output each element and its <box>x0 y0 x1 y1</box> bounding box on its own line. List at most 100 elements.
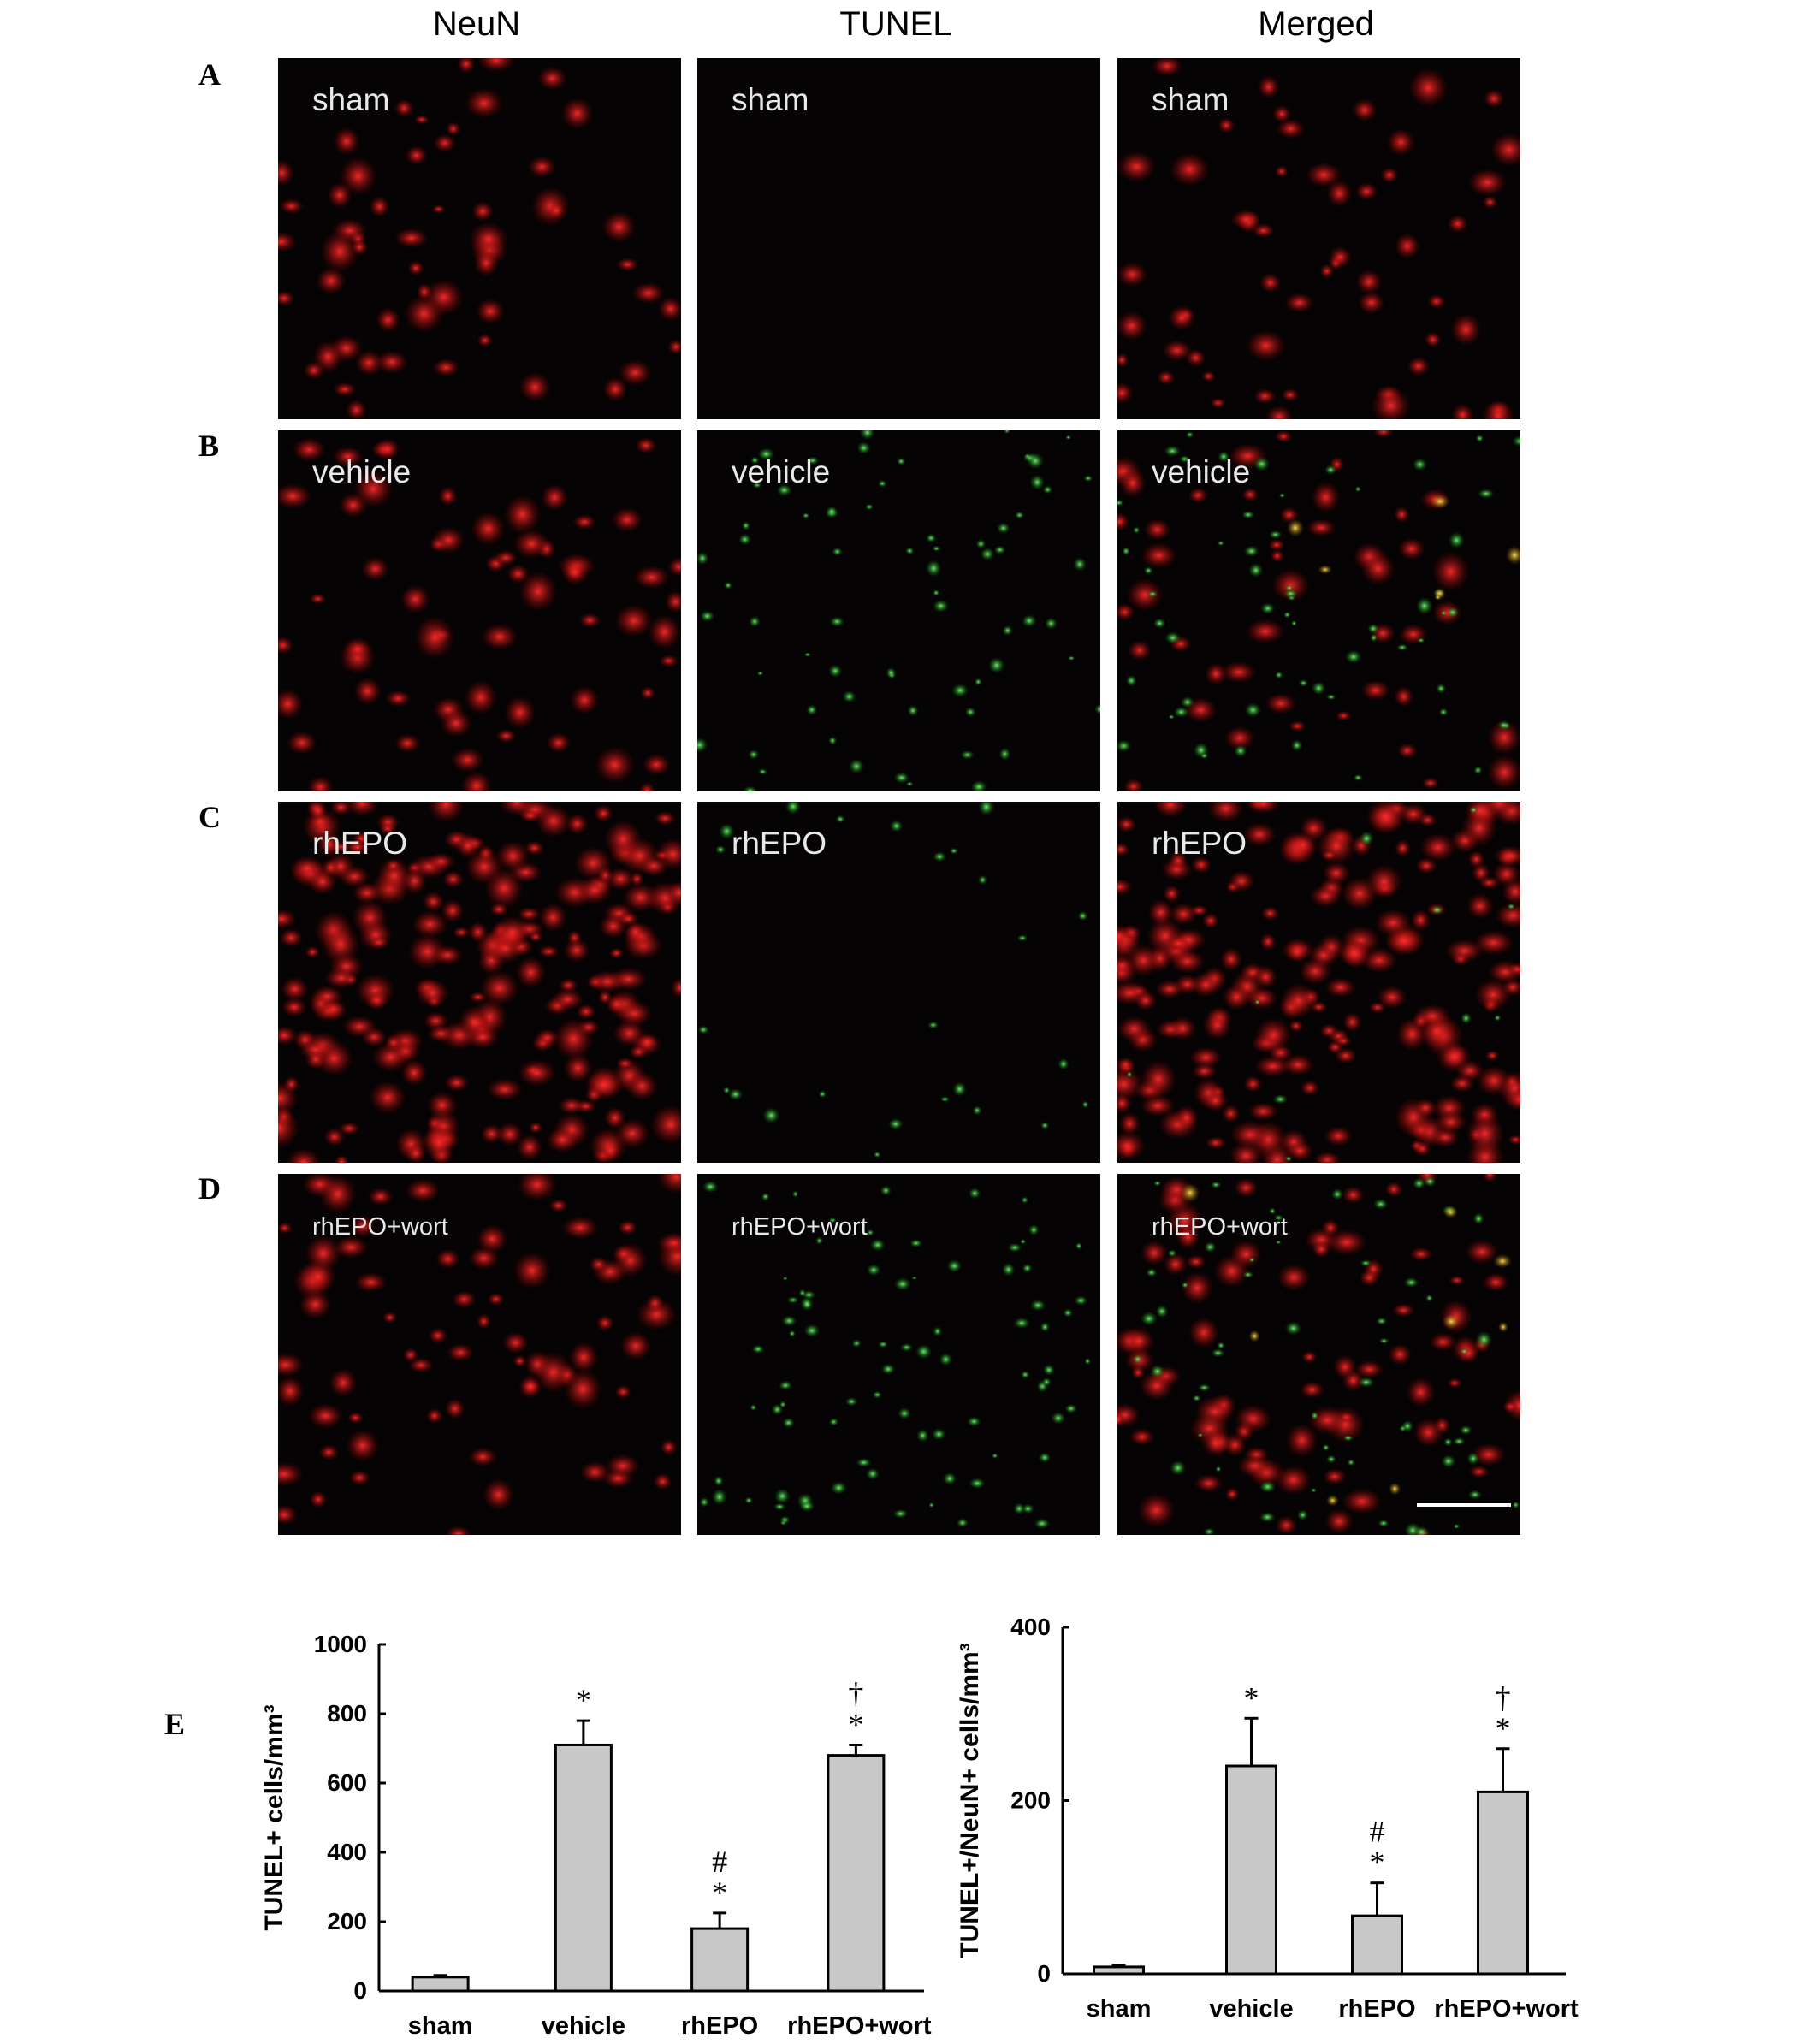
x-tick-label: sham <box>408 2012 473 2040</box>
tunel-cell <box>1117 499 1124 507</box>
neun-cell <box>513 1354 527 1368</box>
neun-cell <box>642 753 671 776</box>
neun-cell <box>278 159 295 187</box>
neun-cell <box>546 732 572 754</box>
panel-label: rhEPO+wort <box>732 1213 868 1241</box>
neun-cell <box>501 1331 530 1354</box>
colocalized-cell <box>1180 1182 1200 1203</box>
neun-cell <box>445 1526 471 1535</box>
neun-cell <box>1204 662 1228 686</box>
neun-cell <box>1265 405 1294 419</box>
tunel-cell <box>697 551 709 566</box>
neun-cell <box>1313 1151 1342 1163</box>
neun-cell <box>614 1118 650 1149</box>
neun-cell <box>1282 1053 1315 1076</box>
tunel-cell <box>1466 1451 1480 1466</box>
tunel-cell <box>1210 1181 1222 1189</box>
tunel-cell <box>799 1296 815 1312</box>
neun-cell <box>537 945 560 958</box>
neun-cell <box>323 1127 346 1147</box>
neun-cell <box>1189 1046 1223 1069</box>
neun-cell <box>1372 430 1394 438</box>
neun-cell <box>1117 353 1129 368</box>
tunel-cell <box>1203 1241 1217 1253</box>
neun-cell <box>454 832 482 859</box>
tunel-cell <box>1126 1070 1133 1078</box>
tunel-cell <box>741 521 750 530</box>
neun-cell <box>537 66 567 91</box>
neun-cell <box>1286 941 1308 963</box>
tunel-cell <box>785 802 802 815</box>
neun-cell <box>615 1057 635 1070</box>
tunel-cell <box>1298 678 1309 687</box>
neun-cell <box>1205 1135 1227 1150</box>
tunel-cell <box>1460 1012 1472 1025</box>
neun-cell <box>1502 878 1520 906</box>
micrograph-tunel-sham: sham <box>697 58 1100 419</box>
neun-cell <box>1279 507 1299 524</box>
neun-cell <box>1415 856 1437 874</box>
neun-cell <box>657 296 681 322</box>
column-header-neun: NeuN <box>432 5 521 43</box>
colocalized-cell <box>1497 1321 1508 1333</box>
tunel-cell <box>915 1428 929 1443</box>
neun-cell <box>338 492 368 518</box>
neun-cell <box>1156 370 1176 386</box>
neun-cell <box>1243 1075 1263 1093</box>
tunel-cell <box>1217 450 1230 463</box>
neun-cell <box>345 399 367 419</box>
neun-cell <box>1185 1254 1206 1270</box>
neun-cell <box>333 382 357 397</box>
neun-cell <box>1285 1423 1318 1458</box>
tunel-cell <box>1075 1241 1083 1250</box>
neun-cell <box>348 1470 370 1486</box>
neun-cell <box>338 1122 360 1135</box>
tunel-cell <box>931 1427 946 1441</box>
neun-cell <box>1384 1181 1403 1198</box>
tunel-cell <box>1064 1403 1078 1413</box>
neun-cell <box>1117 842 1130 857</box>
neun-cell <box>321 858 341 877</box>
tunel-cell <box>932 545 941 552</box>
neun-cell <box>1421 777 1440 790</box>
cell-dots <box>278 802 681 1163</box>
y-tick-label: 400 <box>327 1839 367 1865</box>
tunel-cell <box>1443 1437 1453 1447</box>
neun-cell <box>1377 985 1407 1010</box>
tunel-cell <box>1284 1321 1302 1336</box>
tunel-cell <box>927 1021 939 1029</box>
neun-cell <box>1424 331 1442 348</box>
tunel-cell <box>1469 806 1478 815</box>
tunel-cell <box>714 844 726 855</box>
neun-cell <box>603 819 643 859</box>
tunel-cell <box>1290 620 1297 627</box>
tunel-cell <box>751 1344 765 1354</box>
neun-cell <box>1419 832 1457 862</box>
neun-cell <box>1482 1272 1510 1293</box>
neun-cell <box>1129 1428 1155 1446</box>
neun-cell <box>414 615 455 660</box>
tunel-cell <box>859 430 875 441</box>
neun-cell <box>486 1078 523 1101</box>
neun-cell <box>1436 1041 1472 1073</box>
tunel-cell <box>886 667 897 678</box>
neun-cell <box>638 781 656 791</box>
tunel-cell <box>972 1105 982 1116</box>
tunel-cell <box>1021 1503 1035 1514</box>
panel-label: rhEPO <box>732 826 827 861</box>
neun-cell <box>1221 1104 1241 1123</box>
tunel-cell <box>782 1417 795 1429</box>
neun-cell <box>563 1368 602 1410</box>
micrograph-merged-rhepo-wort: rhEPO+wort <box>1117 1174 1520 1535</box>
neun-cell <box>1127 639 1152 661</box>
neun-cell <box>671 977 681 998</box>
neun-cell <box>563 1052 593 1083</box>
tunel-cell <box>1268 530 1283 540</box>
neun-cell <box>1188 1317 1220 1348</box>
neun-cell <box>1301 1350 1318 1364</box>
neun-cell <box>456 58 476 74</box>
cell-dots <box>1117 1174 1520 1535</box>
colocalized-cell <box>1389 1482 1401 1496</box>
neun-cell <box>1391 1303 1415 1318</box>
tunel-cell <box>786 1296 800 1304</box>
